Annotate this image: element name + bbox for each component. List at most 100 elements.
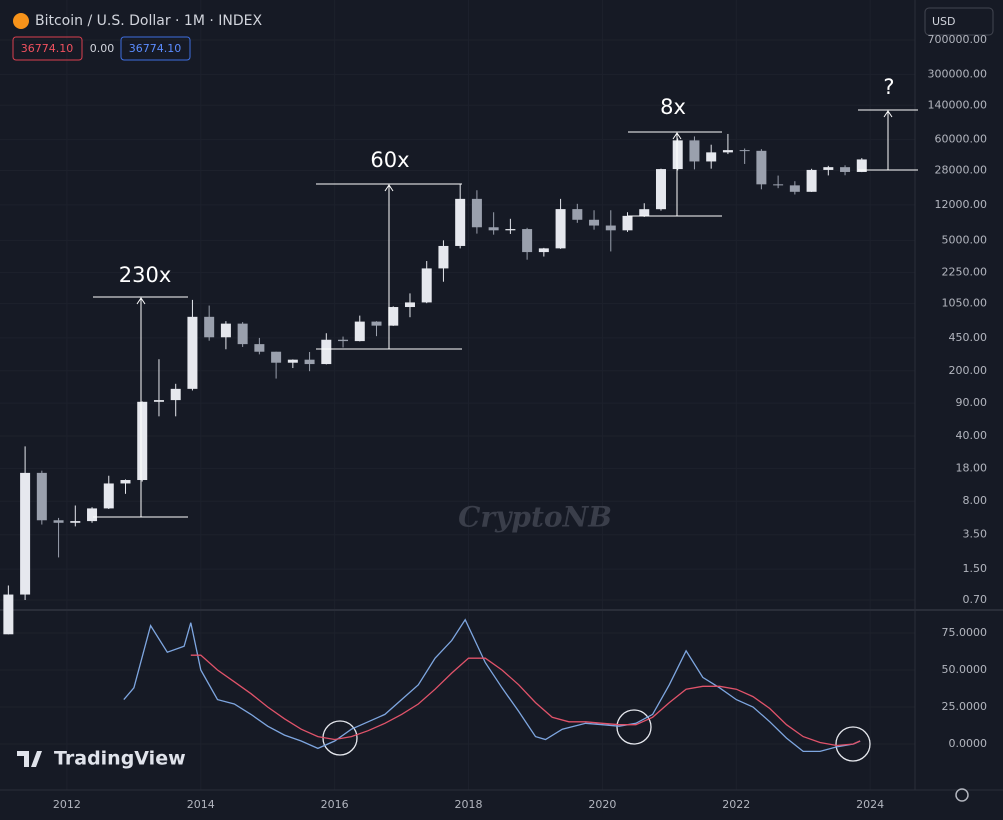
indicator-line bbox=[190, 654, 861, 747]
open-value: 36774.10 bbox=[21, 42, 74, 55]
x-tick-label: 2022 bbox=[722, 798, 750, 811]
candle-body bbox=[789, 185, 800, 192]
annotation-label: 60x bbox=[370, 148, 409, 172]
y-tick-label: 60000.00 bbox=[935, 133, 988, 146]
brand-name[interactable]: TradingView bbox=[54, 748, 186, 770]
y-tick-label: 0.0000 bbox=[949, 737, 988, 750]
candle-body bbox=[304, 359, 315, 365]
candle-body bbox=[840, 167, 851, 172]
candle-body bbox=[187, 316, 198, 389]
candle-body bbox=[622, 215, 633, 231]
symbol-title: Bitcoin / U.S. Dollar · 1M · INDEX bbox=[35, 13, 262, 29]
candle-body bbox=[170, 388, 181, 401]
annotation-arrowhead bbox=[136, 297, 146, 305]
candle-body bbox=[739, 150, 750, 152]
candle-body bbox=[672, 140, 683, 170]
x-tick-label: 2024 bbox=[856, 798, 884, 811]
x-tick-label: 2016 bbox=[321, 798, 349, 811]
y-tick-label: 75.0000 bbox=[942, 626, 988, 639]
y-tick-label: 8.00 bbox=[963, 494, 988, 507]
candle-body bbox=[856, 159, 867, 172]
open-box bbox=[12, 36, 83, 61]
brand-logo bbox=[17, 751, 42, 767]
candle-body bbox=[505, 229, 516, 231]
candle-body bbox=[722, 150, 733, 153]
candle-body bbox=[388, 307, 399, 326]
candle-body bbox=[471, 198, 482, 228]
candle-body bbox=[806, 169, 817, 192]
candle-body bbox=[103, 483, 114, 509]
candle-body bbox=[354, 321, 365, 342]
candle-body bbox=[321, 339, 332, 365]
candle-body bbox=[589, 219, 600, 226]
candle-body bbox=[254, 344, 265, 352]
candle-body bbox=[773, 184, 784, 186]
candle-body bbox=[287, 359, 298, 363]
candle-body bbox=[70, 521, 81, 523]
y-tick-label: 90.00 bbox=[956, 396, 988, 409]
candle-body bbox=[404, 302, 415, 308]
candle-body bbox=[488, 227, 499, 231]
annotation-arrowhead bbox=[672, 132, 682, 140]
candle-body bbox=[271, 351, 282, 363]
y-tick-label: 40.00 bbox=[956, 429, 988, 442]
candle-body bbox=[137, 401, 148, 481]
y-tick-label: 300000.00 bbox=[928, 67, 988, 80]
x-tick-label: 2012 bbox=[53, 798, 81, 811]
candle-body bbox=[555, 209, 566, 249]
y-tick-label: 0.70 bbox=[963, 593, 988, 606]
y-tick-label: 25.0000 bbox=[942, 700, 988, 713]
annotation-label: ? bbox=[883, 75, 894, 99]
candle-body bbox=[605, 225, 616, 231]
candle-body bbox=[689, 140, 700, 162]
candle-body bbox=[3, 594, 14, 635]
y-tick-label: 12000.00 bbox=[935, 198, 988, 211]
candle-body bbox=[455, 198, 466, 246]
candle-body bbox=[20, 472, 31, 595]
close-value: 36774.10 bbox=[129, 42, 182, 55]
y-tick-label: 450.00 bbox=[949, 331, 988, 344]
candle-body bbox=[153, 400, 164, 402]
candle-body bbox=[538, 248, 549, 253]
candle-body bbox=[572, 209, 583, 220]
candle-body bbox=[639, 209, 650, 216]
x-tick-label: 2014 bbox=[187, 798, 215, 811]
close-box bbox=[120, 36, 191, 61]
y-tick-label: 18.00 bbox=[956, 461, 988, 474]
currency-button[interactable] bbox=[924, 7, 994, 36]
candle-body bbox=[53, 520, 64, 523]
currency-label[interactable]: USD bbox=[932, 15, 956, 28]
y-tick-label: 700000.00 bbox=[928, 33, 988, 46]
candle-body bbox=[522, 229, 533, 253]
cycle-circle bbox=[835, 726, 871, 762]
candle-body bbox=[120, 480, 131, 484]
candle-body bbox=[237, 323, 248, 345]
candle-body bbox=[438, 245, 449, 269]
y-tick-label: 140000.00 bbox=[928, 98, 988, 111]
candle-body bbox=[421, 268, 432, 303]
symbol-icon bbox=[13, 13, 29, 29]
y-tick-label: 200.00 bbox=[949, 364, 988, 377]
x-tick-label: 2020 bbox=[588, 798, 616, 811]
cycle-circle bbox=[616, 709, 652, 745]
y-tick-label: 50.0000 bbox=[942, 663, 988, 676]
candle-body bbox=[36, 472, 47, 521]
candle-body bbox=[371, 321, 382, 326]
candle-body bbox=[338, 339, 349, 342]
indicator-line bbox=[123, 618, 861, 753]
annotation-label: 230x bbox=[119, 263, 172, 287]
x-tick-label: 2018 bbox=[455, 798, 483, 811]
annotation-arrowhead bbox=[883, 110, 893, 118]
candle-body bbox=[756, 150, 767, 185]
candle-body bbox=[706, 152, 717, 162]
y-tick-label: 1.50 bbox=[963, 562, 988, 575]
change-value: 0.00 bbox=[90, 42, 115, 55]
settings-icon[interactable] bbox=[955, 788, 969, 802]
y-tick-label: 5000.00 bbox=[942, 233, 988, 246]
candle-body bbox=[220, 323, 231, 338]
y-tick-label: 28000.00 bbox=[935, 163, 988, 176]
annotation-arrowhead bbox=[384, 184, 394, 192]
